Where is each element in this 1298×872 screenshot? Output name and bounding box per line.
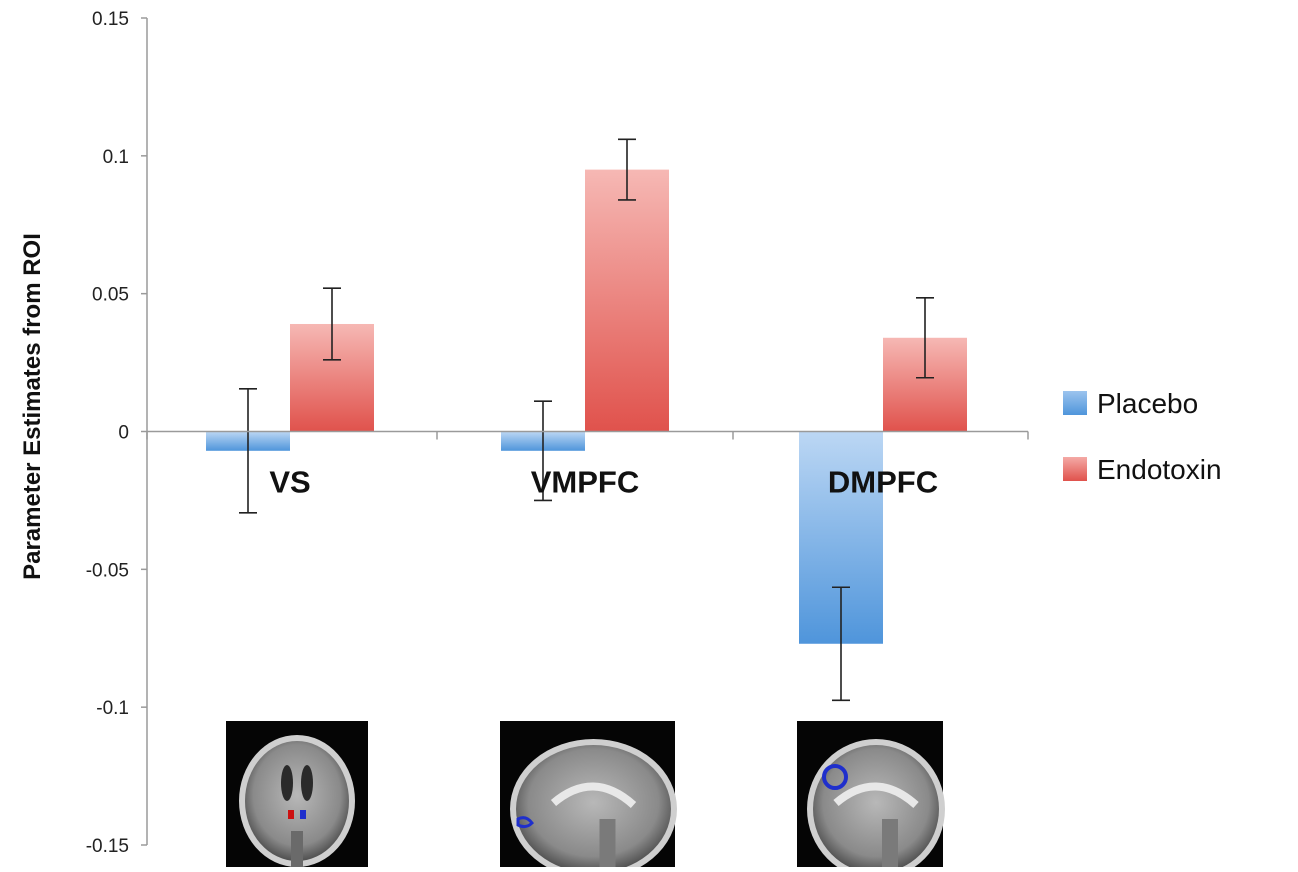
y-axis: 0.15 0.1 0.05 0 -0.05 -0.1 -0.15 (86, 9, 148, 857)
y-tick-label: 0.1 (103, 147, 129, 168)
y-tick-label: -0.1 (96, 698, 129, 719)
corpus-callosum (833, 782, 919, 809)
brain-images (226, 721, 945, 872)
category-label-dmpfc: DMPFC (828, 465, 938, 500)
zero-baseline (146, 430, 1029, 440)
legend-label-endotoxin: Endotoxin (1097, 454, 1222, 485)
ventricle-left (281, 765, 293, 801)
roi-marker-blue (300, 810, 306, 819)
brain-image-vs (226, 721, 368, 871)
legend-label-placebo: Placebo (1097, 388, 1198, 419)
brainstem (599, 819, 616, 872)
ventricle-right (301, 765, 313, 801)
brain-tissue (516, 745, 671, 872)
brain-tissue (813, 745, 939, 872)
y-axis-title-group: Parameter Estimates from ROI (19, 233, 46, 580)
brainstem (882, 819, 898, 872)
y-axis-title: Parameter Estimates from ROI (19, 233, 46, 580)
legend: Placebo Endotoxin (1063, 388, 1222, 485)
y-tick-label: -0.15 (86, 836, 129, 857)
brain-tissue (245, 741, 349, 861)
legend-swatch-endotoxin (1063, 457, 1087, 481)
roi-marker-blue (822, 764, 848, 790)
category-label-vmpfc: VMPFC (531, 465, 640, 500)
category-label-vs: VS (269, 465, 310, 500)
legend-swatch-placebo (1063, 391, 1087, 415)
y-tick-label: 0.05 (92, 285, 129, 306)
bars (206, 169, 967, 644)
y-tick-label: -0.05 (86, 560, 129, 581)
error-bars (239, 138, 934, 702)
roi-marker-blue (516, 816, 534, 829)
corpus-callosum (550, 782, 637, 809)
brain-image-dmpfc (797, 721, 945, 872)
brain-image-vmpfc (500, 721, 677, 872)
bar-endotoxin-vmpfc (585, 169, 669, 432)
roi-marker-red (288, 810, 294, 819)
y-tick-label: 0.15 (92, 9, 129, 30)
category-labels: VS VMPFC DMPFC (269, 465, 938, 500)
brainstem (291, 831, 303, 871)
y-tick-label: 0 (118, 423, 129, 444)
